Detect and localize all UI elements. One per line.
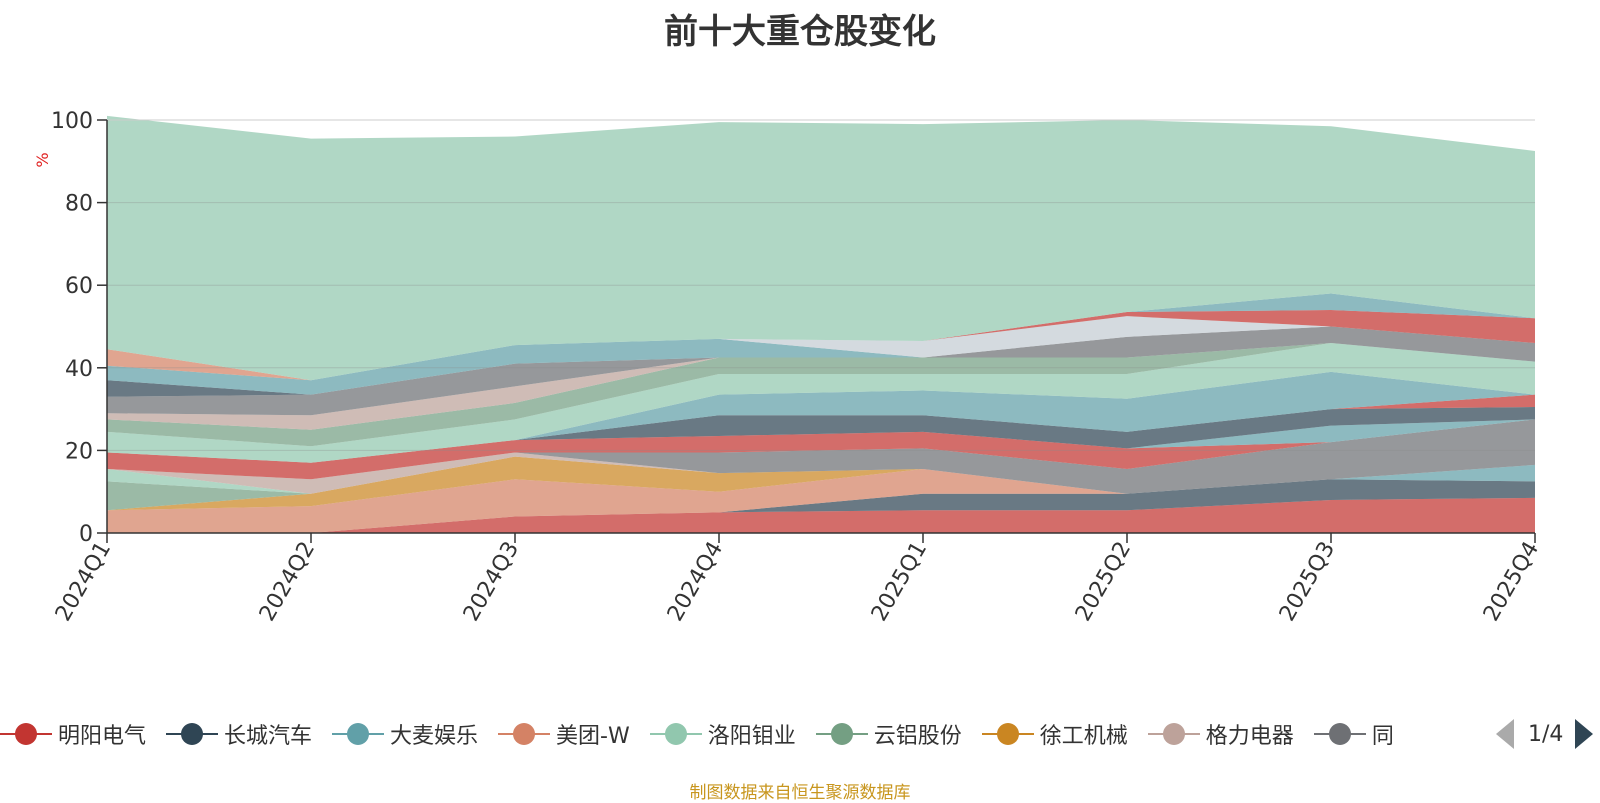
legend-prev-arrow-icon[interactable] (1496, 719, 1514, 749)
legend-label: 洛阳钼业 (707, 724, 796, 749)
legend-page-indicator: 1/4 (1528, 721, 1564, 747)
area-series-大麦娱乐[interactable] (107, 371, 1535, 463)
legend-label: 格力电器 (1205, 724, 1294, 749)
area-series-other[interactable] (107, 316, 1535, 381)
legend-swatch-icon (166, 716, 219, 752)
area-series-明阳电气[interactable] (107, 309, 1535, 381)
legend-label: 长城汽车 (224, 724, 313, 749)
x-tick-label: 2025Q2 (1071, 538, 1136, 626)
y-tick-label: 100 (51, 109, 93, 134)
area-series-明阳电气[interactable] (107, 419, 1535, 480)
area-series-洛阳钼业[interactable] (107, 343, 1535, 463)
legend-swatch-icon (332, 716, 385, 752)
legend-label: 美团-W (556, 724, 630, 749)
area-series-长城汽车[interactable] (107, 407, 1535, 463)
legend-next-arrow-icon[interactable] (1575, 719, 1594, 749)
y-axis-unit-label: % (33, 152, 52, 167)
legend-label: 明阳电气 (58, 724, 147, 749)
legend-swatch-icon (981, 716, 1034, 752)
x-tick-label: 2025Q3 (1275, 538, 1340, 626)
x-tick-label: 2024Q1 (51, 538, 116, 626)
legend-swatch-icon (815, 716, 868, 752)
area-series-格力电器[interactable] (107, 343, 1535, 430)
x-tick-label: 2025Q1 (867, 538, 932, 626)
x-tick-label: 2024Q4 (663, 538, 728, 626)
y-tick-label: 60 (65, 274, 93, 299)
legend-swatch-icon (0, 716, 52, 752)
legend-label: 大麦娱乐 (390, 724, 479, 749)
area-series-美团-W[interactable] (107, 293, 1535, 381)
legend-label: 徐工机械 (1039, 724, 1128, 749)
area-series-大麦娱乐[interactable] (107, 293, 1535, 381)
area-series-徐工机械[interactable] (107, 456, 1535, 511)
area-series-明阳电气[interactable] (107, 497, 1535, 533)
legend-item[interactable]: 格力电器 (1147, 716, 1294, 752)
area-series-大麦娱乐[interactable] (107, 419, 1535, 463)
y-tick-label: 0 (79, 522, 93, 547)
area-series-美团-W[interactable] (107, 464, 1535, 533)
legend: 明阳电气 长城汽车 大麦娱乐 美团-W 洛阳钼业 云铝股份 徐工机械 格力电器 同 (0, 716, 1480, 752)
legend-swatch-icon (1313, 716, 1366, 752)
grid-lines (107, 119, 1535, 451)
chart-title: 前十大重仓股变化 (664, 12, 936, 52)
area-series-格力电器[interactable] (107, 452, 1535, 494)
area-series-长城汽车[interactable] (107, 479, 1535, 533)
legend-item[interactable]: 大麦娱乐 (332, 716, 478, 752)
legend-item[interactable]: 洛阳钼业 (649, 716, 796, 752)
area-series-大麦娱乐[interactable] (107, 326, 1535, 395)
source-note: 制图数据来自恒生聚源数据库 (689, 783, 911, 803)
legend-label: 云铝股份 (873, 724, 962, 749)
legend-swatch-icon (498, 716, 551, 752)
legend-swatch-icon (649, 716, 702, 752)
y-tick-label: 80 (65, 192, 93, 217)
area-series-group (107, 115, 1535, 533)
legend-item[interactable]: 长城汽车 (166, 716, 312, 752)
area-series-云铝股份[interactable] (107, 343, 1535, 447)
legend-label: 同 (1371, 724, 1394, 749)
y-tick-label: 40 (65, 357, 93, 382)
legend-item[interactable]: 云铝股份 (815, 716, 962, 752)
area-series-同[interactable] (107, 419, 1535, 494)
x-tick-label: 2024Q2 (255, 538, 320, 626)
legend-item[interactable]: 徐工机械 (981, 716, 1128, 752)
y-tick-label: 20 (65, 439, 93, 464)
x-tick-label: 2025Q4 (1479, 538, 1544, 626)
x-tick-label: 2024Q3 (459, 538, 524, 626)
area-series-洛阳钼业[interactable] (107, 456, 1535, 494)
area-series-同[interactable] (107, 326, 1535, 416)
legend-item[interactable]: 明阳电气 (0, 716, 146, 752)
legend-swatch-icon (1147, 716, 1200, 752)
legend-pager: 1/4 (1496, 716, 1600, 752)
area-series-洛阳钼业[interactable] (107, 115, 1535, 381)
legend-item[interactable]: 同 (1313, 716, 1394, 752)
legend-item[interactable]: 美团-W (498, 716, 630, 752)
